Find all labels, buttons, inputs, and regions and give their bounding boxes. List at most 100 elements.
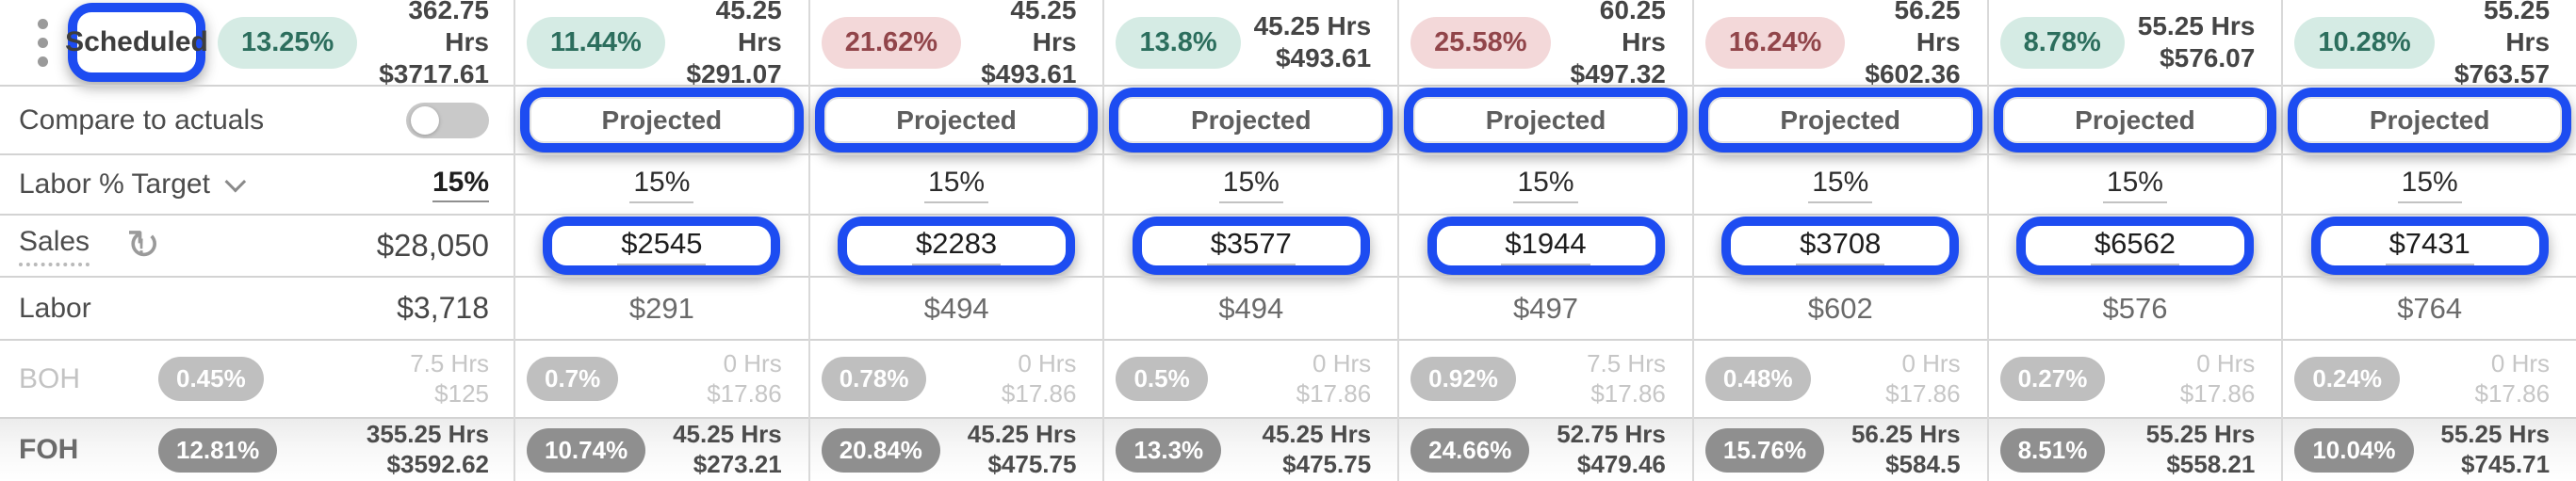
boh-day-hours-cost: 0 Hrs $17.86 [1885, 349, 1961, 409]
scheduled-day-hours-cost: 60.25 Hrs $497.32 [1551, 0, 1666, 90]
projected-dropdown[interactable]: Projected [1707, 97, 1973, 143]
projected-dropdown-label: Projected [1780, 104, 1901, 135]
day-column: 10.28% 55.25 Hrs $763.57 Projected 15% [2281, 0, 2576, 481]
labor-target-day-input[interactable]: 15% [1513, 167, 1578, 203]
foh-day-hours-cost: 56.25 Hrs $584.5 [1851, 420, 1961, 479]
foh-day-hours: 45.25 Hrs [1262, 420, 1372, 449]
scheduled-day-cost: $493.61 [1275, 43, 1372, 72]
sales-day-input[interactable]: $3577 [1206, 227, 1296, 265]
foh-day-hours-cost: 52.75 Hrs $479.46 [1557, 420, 1666, 479]
boh-day-badge: 0.7% [527, 357, 619, 401]
labor-target-dropdown[interactable]: Labor % Target [19, 168, 247, 200]
scheduled-day-cost: $291.07 [686, 59, 782, 89]
foh-day-hours: 45.25 Hrs [967, 420, 1077, 449]
boh-day-badge: 0.24% [2294, 357, 2401, 401]
labor-label: Labor [19, 292, 91, 324]
labor-target-day-input[interactable]: 15% [629, 167, 694, 203]
scheduled-day-hours: 56.25 Hrs [1894, 0, 1961, 56]
labor-day-cell: $494 [1104, 276, 1398, 339]
sync-alert-mark: ! [138, 233, 145, 258]
compare-to-actuals-toggle[interactable] [406, 102, 489, 138]
compare-to-actuals-label: Compare to actuals [19, 104, 265, 136]
scheduled-day-hours-cost: 45.25 Hrs $493.61 [1254, 10, 1372, 74]
projected-dropdown-label: Projected [2369, 104, 2490, 135]
foh-day-hours: 55.25 Hrs [2440, 420, 2551, 449]
scheduled-total-cost: $3717.61 [379, 59, 489, 89]
boh-day-hours: 0 Hrs [1901, 348, 1961, 377]
sales-day-input[interactable]: $3708 [1796, 227, 1885, 265]
sales-day-input[interactable]: $1944 [1501, 227, 1590, 265]
sales-day-cell: $2283 [809, 214, 1103, 276]
projected-dropdown[interactable]: Projected [823, 97, 1089, 143]
foh-day-badge: 8.51% [1999, 427, 2106, 473]
foh-day-cell: 13.3% 45.25 Hrs $475.75 [1104, 417, 1398, 481]
foh-day-hours: 56.25 Hrs [1850, 420, 1961, 449]
projected-dropdown[interactable]: Projected [2297, 97, 2563, 143]
scheduled-day-cost: $602.36 [1865, 59, 1961, 89]
sales-input-box: $7431 [2320, 226, 2539, 265]
foh-row-cell: FOH 12.81% 355.25 Hrs $3592.62 [0, 417, 514, 481]
scheduled-day-hours-cost: 45.25 Hrs $291.07 [665, 0, 782, 90]
scheduled-variance-badge: 10.28% [2294, 16, 2435, 69]
foh-day-badge: 10.04% [2294, 427, 2414, 473]
labor-day-value: $497 [1513, 291, 1578, 325]
scheduled-button-highlight: Scheduled [65, 3, 208, 82]
day-column: 8.78% 55.25 Hrs $576.07 Projected 15% [1986, 0, 2282, 481]
labor-day-cell: $291 [515, 276, 808, 339]
labor-target-day-input[interactable]: 15% [2397, 167, 2462, 203]
scheduled-day-hours: 45.25 Hrs [1253, 10, 1372, 40]
scheduled-day-cost: $497.32 [1570, 59, 1666, 89]
drag-handle-icon[interactable] [38, 18, 49, 67]
boh-day-hours: 0 Hrs [1018, 348, 1077, 377]
foh-day-cost: $479.46 [1576, 450, 1666, 478]
labor-target-total-value[interactable]: 15% [432, 167, 489, 202]
projected-cell: Projected [515, 85, 808, 153]
foh-total-hours-cost: 355.25 Hrs $3592.62 [367, 420, 489, 479]
sales-label[interactable]: Sales [19, 226, 90, 266]
scheduled-variance-badge: 21.62% [821, 16, 962, 69]
scheduled-day-cell: 13.8% 45.25 Hrs $493.61 [1104, 0, 1397, 85]
foh-day-cell: 24.66% 52.75 Hrs $479.46 [1399, 417, 1692, 481]
projected-dropdown[interactable]: Projected [2002, 97, 2268, 143]
boh-day-cell: 0.92% 7.5 Hrs $17.86 [1399, 339, 1692, 417]
scheduled-day-hours: 55.25 Hrs [2137, 10, 2256, 40]
foh-day-cell: 10.04% 55.25 Hrs $745.71 [2283, 417, 2576, 481]
projected-cell: Projected [2283, 85, 2576, 153]
sales-row-cell: Sales ↻ ! $28,050 [0, 214, 514, 276]
sales-day-input[interactable]: $2283 [911, 227, 1002, 265]
sales-day-cell: $3577 [1104, 214, 1398, 276]
sales-day-input[interactable]: $6562 [2090, 227, 2180, 265]
sales-input-highlight: $3577 [1132, 216, 1370, 275]
projected-dropdown-highlight: Projected [1993, 88, 2277, 152]
sync-alert-icon[interactable]: ↻ ! [122, 224, 165, 267]
labor-target-day-input[interactable]: 15% [1218, 167, 1283, 203]
foh-day-cell: 8.51% 55.25 Hrs $558.21 [1988, 417, 2282, 481]
labor-day-value: $576 [2102, 291, 2168, 325]
scheduled-button[interactable]: Scheduled [65, 12, 208, 72]
projected-dropdown[interactable]: Projected [1413, 97, 1678, 143]
sales-day-input[interactable]: $2545 [617, 227, 707, 265]
foh-total-hours: 355.25 Hrs [366, 420, 489, 449]
scheduled-total-variance-badge: 13.25% [217, 16, 358, 69]
labor-target-day-input[interactable]: 15% [1808, 167, 1873, 203]
projected-dropdown[interactable]: Projected [530, 97, 794, 143]
projected-dropdown[interactable]: Projected [1118, 97, 1384, 143]
scheduled-day-hours: 55.25 Hrs [2483, 0, 2551, 56]
scheduled-day-cell: 21.62% 45.25 Hrs $493.61 [810, 0, 1103, 88]
foh-day-badge: 10.74% [527, 427, 646, 473]
scheduled-variance-badge: 25.58% [1410, 16, 1551, 69]
day-column: 13.8% 45.25 Hrs $493.61 Projected 15% [1102, 0, 1398, 481]
foh-day-cost: $558.21 [2166, 450, 2256, 478]
sales-day-input[interactable]: $7431 [2385, 227, 2474, 265]
sales-day-cell: $2545 [515, 214, 808, 276]
labor-target-day-input[interactable]: 15% [2102, 167, 2167, 203]
boh-day-hours-cost: 0 Hrs $17.86 [707, 349, 782, 409]
labor-day-cell: $764 [2283, 276, 2576, 339]
foh-day-badge: 15.76% [1704, 427, 1825, 473]
boh-day-cell: 0.78% 0 Hrs $17.86 [809, 339, 1103, 417]
boh-day-cell: 0.7% 0 Hrs $17.86 [515, 339, 808, 417]
foh-day-cell: 15.76% 56.25 Hrs $584.5 [1693, 417, 1987, 481]
projected-cell: Projected [809, 85, 1103, 153]
labor-target-day-input[interactable]: 15% [924, 167, 989, 203]
labor-day-value: $494 [923, 291, 989, 325]
